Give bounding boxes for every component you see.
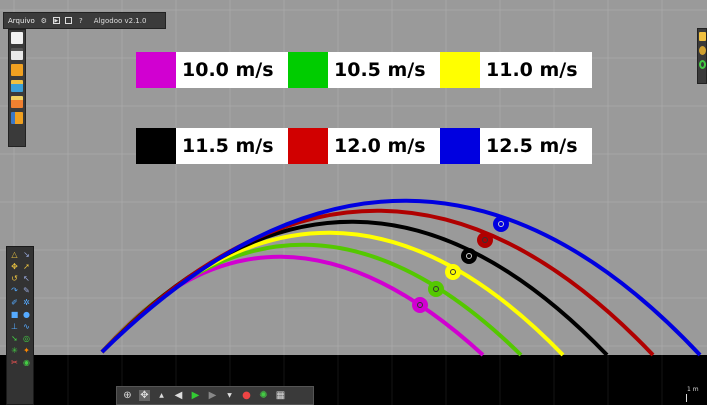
- ball-12-5[interactable]: [493, 216, 509, 232]
- legend-item: 11.0 m/s: [440, 52, 592, 88]
- layers-icon[interactable]: [698, 32, 706, 41]
- down-arrow-icon[interactable]: ▼: [227, 392, 232, 399]
- right-toolbar: [697, 28, 707, 84]
- fixate-icon[interactable]: ⊥: [11, 322, 18, 331]
- trajectory-12-5: [100, 198, 702, 357]
- folder-icon[interactable]: [11, 64, 23, 76]
- plane-icon[interactable]: ✦: [23, 346, 30, 355]
- legend-item: 10.0 m/s: [136, 52, 288, 88]
- menu-bar: Arquivo ⚙ ▶ ? Algodoo v2.1.0: [3, 12, 166, 29]
- ground: [0, 355, 707, 405]
- thruster-icon[interactable]: ➘: [11, 334, 18, 343]
- settings-icon[interactable]: ✺: [259, 390, 268, 401]
- ball-10-0[interactable]: [412, 297, 428, 313]
- legend-label: 10.5 m/s: [328, 52, 440, 88]
- ball-11-0[interactable]: [445, 264, 461, 280]
- sketch-icon[interactable]: △: [11, 250, 18, 259]
- legend-item: 11.5 m/s: [136, 128, 288, 164]
- pointer-icon[interactable]: ➚: [23, 262, 30, 271]
- brush-icon[interactable]: ✐: [11, 298, 18, 307]
- laser-icon[interactable]: ✳: [11, 346, 18, 355]
- legend-item: 12.0 m/s: [288, 128, 440, 164]
- drag-icon[interactable]: ✥: [11, 262, 18, 271]
- save-icon[interactable]: [11, 48, 23, 60]
- up-arrow-icon[interactable]: ▲: [159, 392, 164, 399]
- file-toolbar: [8, 29, 26, 147]
- file-menu[interactable]: Arquivo: [8, 16, 35, 25]
- ball-11-5[interactable]: [461, 248, 477, 264]
- chain-icon[interactable]: ↷: [11, 286, 18, 295]
- target-icon[interactable]: [698, 60, 706, 69]
- legend-label: 12.5 m/s: [480, 128, 592, 164]
- legend-item: 12.5 m/s: [440, 128, 592, 164]
- new-scene-icon[interactable]: [11, 32, 23, 44]
- scale-label: 1 m: [687, 386, 699, 393]
- gear-icon[interactable]: ⚙: [40, 16, 47, 25]
- window-icon[interactable]: [64, 17, 72, 24]
- simulation-controls: ⊕ ✥ ▲ ◀ ▶ ▶ ▼ ● ✺ ▦: [116, 386, 314, 405]
- record-icon[interactable]: ●: [242, 390, 251, 401]
- ground-grid: [13, 355, 663, 405]
- redo-icon[interactable]: ▶: [208, 390, 217, 401]
- ball-10-5[interactable]: [428, 281, 444, 297]
- version-label: Algodoo v2.1.0: [93, 16, 147, 25]
- legend-label: 11.5 m/s: [176, 128, 288, 164]
- legend-label: 10.0 m/s: [176, 52, 288, 88]
- legend-swatch: [288, 52, 328, 88]
- legend-swatch: [288, 128, 328, 164]
- legend-swatch: [136, 52, 176, 88]
- move-icon[interactable]: ✥: [139, 390, 150, 401]
- help-icon[interactable]: ?: [78, 16, 83, 25]
- zoom-icon[interactable]: ⊕: [123, 390, 132, 401]
- spring-icon[interactable]: ∿: [23, 322, 30, 331]
- rotate-icon[interactable]: ↺: [11, 274, 18, 283]
- tool-palette: △ ↘ ✥ ➚ ↺ ↖ ↷ ✎ ✐ ✲ ■ ● ⊥ ∿ ➘ ◎ ✳ ✦ ✂ ◉: [6, 246, 34, 405]
- legend-swatch: [440, 52, 480, 88]
- stack-icon[interactable]: [11, 80, 23, 92]
- knife-icon[interactable]: ✎: [23, 286, 30, 295]
- legend-label: 11.0 m/s: [480, 52, 592, 88]
- box-icon[interactable]: ■: [10, 310, 19, 319]
- grid-icon[interactable]: ▦: [275, 390, 286, 401]
- camera-icon[interactable]: ◉: [23, 358, 30, 367]
- play-icon[interactable]: ▶: [52, 17, 60, 24]
- eraser-icon[interactable]: ✂: [11, 358, 18, 367]
- legend-label: 12.0 m/s: [328, 128, 440, 164]
- undo-icon[interactable]: ◀: [174, 390, 183, 401]
- floppy-icon[interactable]: [11, 112, 23, 124]
- legend-item: 10.5 m/s: [288, 52, 440, 88]
- legend-swatch: [136, 128, 176, 164]
- scale-bar: [686, 394, 687, 402]
- tracer-icon[interactable]: ◎: [23, 334, 30, 343]
- scale-icon[interactable]: ↖: [23, 274, 30, 283]
- legend-swatch: [440, 128, 480, 164]
- pen-icon[interactable]: ↘: [23, 250, 30, 259]
- play-icon[interactable]: ▶: [191, 390, 200, 401]
- image-icon[interactable]: [11, 96, 23, 108]
- ball-12-0[interactable]: [477, 232, 493, 248]
- circle-icon[interactable]: ●: [23, 310, 30, 319]
- gear-icon[interactable]: [698, 46, 706, 55]
- gear-small-icon[interactable]: ✲: [23, 298, 30, 307]
